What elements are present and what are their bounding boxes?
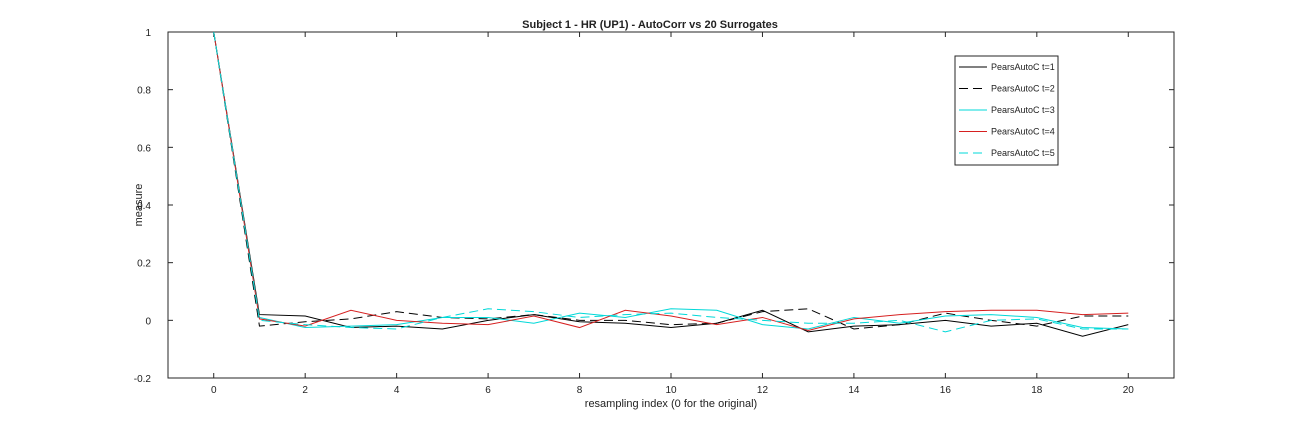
x-tick-label: 18 <box>1031 385 1043 396</box>
x-tick-label: 6 <box>485 385 491 396</box>
x-tick-label: 16 <box>940 385 952 396</box>
series-line-3 <box>213 31 1129 330</box>
axis-ticks: 0 2 4 6 8 10 12 14 16 18 20 -0.2 0 0.2 0.4 0.6 0.8 1 <box>134 28 1174 396</box>
legend-label-2: PearsAutoC t=2 <box>991 84 1055 94</box>
x-tick-label: 20 <box>1123 385 1135 396</box>
y-tick-label: 0 <box>145 316 151 327</box>
x-tick-label: 14 <box>848 385 860 396</box>
x-tick-label: 8 <box>577 385 583 396</box>
legend: PearsAutoC t=1 PearsAutoC t=2 PearsAutoC t… <box>954 55 1059 166</box>
legend-label-3: PearsAutoC t=3 <box>991 105 1055 115</box>
series-line-4 <box>213 31 1129 331</box>
chart-title: Subject 1 - HR (UP1) - AutoCorr vs 20 Su… <box>522 19 778 31</box>
y-tick-label: 0.4 <box>137 201 151 212</box>
series-line-5 <box>213 31 1129 333</box>
x-axis-label: resampling index (0 for the original) <box>585 398 757 410</box>
legend-label-5: PearsAutoC t=5 <box>991 148 1055 158</box>
x-tick-label: 12 <box>757 385 769 396</box>
x-tick-label: 2 <box>302 385 308 396</box>
y-axis-label: measure <box>133 184 145 227</box>
legend-label-4: PearsAutoC t=4 <box>991 127 1055 137</box>
x-tick-label: 0 <box>211 385 217 396</box>
y-tick-label: 0.2 <box>137 259 151 270</box>
legend-label-1: PearsAutoC t=1 <box>991 62 1055 72</box>
x-tick-label: 4 <box>394 385 400 396</box>
x-tick-label: 10 <box>665 385 677 396</box>
series-line-2 <box>213 31 1129 330</box>
y-tick-label: 0.8 <box>137 86 151 97</box>
y-tick-label: 0.6 <box>137 143 151 154</box>
y-tick-label: -0.2 <box>134 374 152 385</box>
series-group <box>213 31 1129 337</box>
y-tick-label: 1 <box>145 28 151 39</box>
